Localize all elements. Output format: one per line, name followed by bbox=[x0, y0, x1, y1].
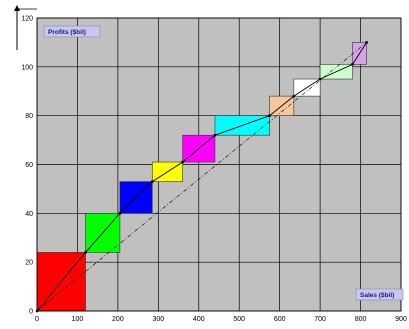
y-axis-arrow-head bbox=[14, 5, 20, 11]
x-tick-label-7: 700 bbox=[314, 316, 326, 323]
curve-point-9 bbox=[351, 63, 354, 66]
curve-point-7 bbox=[292, 94, 296, 98]
x-tick-label-1: 100 bbox=[72, 316, 84, 323]
tick-labels: 0 100 200 300 400 500 600 700 800 900 0 20 40 60 80 100… bbox=[21, 16, 407, 324]
x-tick-label-4: 400 bbox=[193, 316, 205, 323]
plot-border bbox=[36, 17, 402, 312]
curve-point-8 bbox=[318, 77, 322, 81]
curve-point-10 bbox=[365, 41, 368, 44]
axes bbox=[14, 5, 402, 312]
y-tick-label-6: 120 bbox=[21, 16, 33, 23]
diagonal-reference-line bbox=[36, 42, 367, 312]
y-tick-label-1: 20 bbox=[25, 260, 33, 267]
curve-point-3 bbox=[151, 180, 154, 183]
x-axis-label-box: Sales ($bil) bbox=[355, 288, 404, 301]
y-tick-label-0: 0 bbox=[29, 309, 33, 316]
y-tick-label-4: 80 bbox=[25, 113, 33, 120]
curve-point-1 bbox=[84, 251, 87, 254]
curve-point-4 bbox=[181, 160, 184, 164]
curve-point-5 bbox=[213, 134, 217, 137]
lines bbox=[35, 41, 368, 313]
curve-point-6 bbox=[268, 114, 271, 117]
y-tick-label-5: 100 bbox=[21, 64, 33, 71]
x-tick-label-8: 800 bbox=[355, 316, 367, 323]
y-axis-label: Profits ($bil) bbox=[48, 29, 86, 36]
x-tick-label-6: 600 bbox=[274, 316, 286, 323]
curve-point-2 bbox=[118, 212, 122, 215]
x-tick-label-9: 900 bbox=[395, 316, 407, 323]
y-axis-label-box: Profits ($bil) bbox=[43, 25, 101, 38]
x-tick-label-3: 300 bbox=[152, 316, 164, 323]
x-tick-label-5: 500 bbox=[233, 316, 245, 323]
y-tick-label-3: 60 bbox=[25, 162, 33, 169]
x-tick-label-2: 200 bbox=[112, 316, 124, 323]
x-axis-label: Sales ($bil) bbox=[360, 292, 394, 299]
x-tick-label-0: 0 bbox=[35, 316, 39, 323]
y-tick-label-2: 40 bbox=[25, 211, 33, 218]
